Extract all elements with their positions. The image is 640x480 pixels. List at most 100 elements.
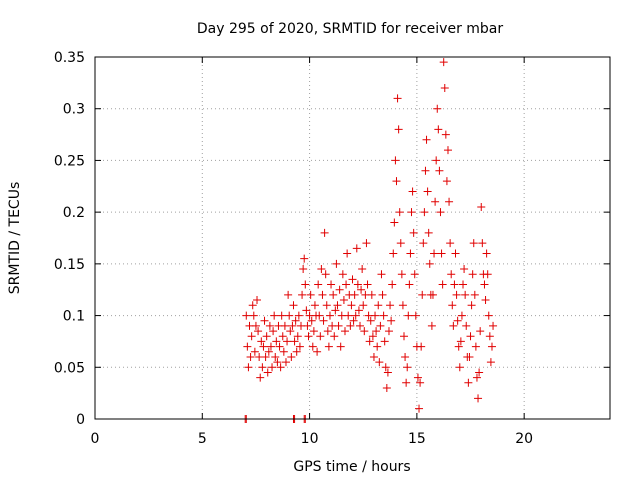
data-point	[332, 259, 341, 268]
data-point	[443, 146, 452, 155]
data-point	[247, 332, 256, 341]
data-point	[450, 280, 459, 289]
data-point	[318, 290, 327, 299]
data-point	[290, 337, 299, 346]
data-point	[294, 311, 303, 320]
y-tick-label: 0.3	[63, 102, 85, 118]
data-point	[271, 352, 280, 361]
data-point	[243, 342, 252, 351]
data-point	[481, 296, 490, 305]
data-point	[387, 316, 396, 325]
data-point	[356, 321, 365, 330]
data-point	[334, 321, 343, 330]
data-point	[277, 311, 286, 320]
data-point	[419, 239, 428, 248]
data-point	[437, 249, 446, 258]
data-point	[283, 337, 292, 346]
plot-frame	[94, 56, 611, 420]
data-point	[307, 316, 316, 325]
data-point	[447, 270, 456, 279]
data-point	[333, 301, 342, 310]
data-points	[241, 58, 498, 423]
data-point	[295, 342, 304, 351]
data-point	[371, 311, 380, 320]
data-point	[291, 316, 300, 325]
data-point	[456, 337, 465, 346]
data-point	[335, 285, 344, 294]
data-point	[278, 332, 287, 341]
data-point	[260, 316, 269, 325]
data-point	[264, 347, 273, 356]
data-point	[423, 187, 432, 196]
data-point	[461, 290, 470, 299]
data-point	[434, 125, 443, 134]
data-point	[380, 337, 389, 346]
data-point	[262, 332, 271, 341]
y-tick-label: 0.2	[63, 205, 85, 221]
data-point	[417, 342, 426, 351]
data-point	[485, 332, 494, 341]
y-tick-label: 0.05	[54, 360, 85, 376]
data-point	[276, 363, 285, 372]
data-point	[408, 187, 417, 196]
data-point	[372, 327, 381, 336]
data-point	[389, 249, 398, 258]
data-point	[306, 290, 315, 299]
data-point	[263, 368, 272, 377]
data-point	[303, 321, 312, 330]
data-point	[352, 244, 361, 253]
data-point	[261, 352, 270, 361]
data-point	[457, 311, 466, 320]
data-point	[413, 373, 422, 382]
data-point	[407, 208, 416, 217]
data-point	[396, 239, 405, 248]
data-point	[383, 368, 392, 377]
data-point	[459, 280, 468, 289]
data-point	[265, 321, 274, 330]
data-point	[390, 218, 399, 227]
data-point	[310, 301, 319, 310]
data-point	[365, 337, 374, 346]
data-point	[338, 270, 347, 279]
data-point	[455, 363, 464, 372]
data-point	[409, 228, 418, 237]
data-point	[470, 290, 479, 299]
data-point	[360, 327, 369, 336]
data-point	[420, 208, 429, 217]
data-point	[394, 125, 403, 134]
data-point	[249, 311, 258, 320]
data-point	[363, 280, 372, 289]
data-point	[374, 301, 383, 310]
y-tick-label: 0.25	[54, 153, 85, 169]
data-point	[478, 239, 487, 248]
data-point	[246, 352, 255, 361]
data-point	[331, 306, 340, 315]
data-point	[279, 347, 288, 356]
data-point	[466, 332, 475, 341]
data-point	[404, 311, 413, 320]
data-point	[391, 156, 400, 165]
data-point	[254, 327, 263, 336]
data-point	[436, 208, 445, 217]
data-point	[386, 301, 395, 310]
data-point	[440, 84, 449, 93]
data-point	[467, 301, 476, 310]
data-point	[469, 239, 478, 248]
data-point	[350, 290, 359, 299]
x-tick-label: 20	[515, 431, 533, 447]
data-point	[401, 352, 410, 361]
data-point	[270, 311, 279, 320]
data-point	[319, 316, 328, 325]
y-tick-label: 0.1	[63, 309, 85, 325]
data-point	[317, 265, 326, 274]
data-point	[302, 306, 311, 315]
data-point	[259, 342, 268, 351]
data-point	[415, 404, 424, 413]
data-point	[448, 301, 457, 310]
data-point	[402, 378, 411, 387]
y-tick-label: 0	[76, 412, 85, 428]
data-point	[397, 270, 406, 279]
data-point	[487, 342, 496, 351]
data-point	[325, 311, 334, 320]
